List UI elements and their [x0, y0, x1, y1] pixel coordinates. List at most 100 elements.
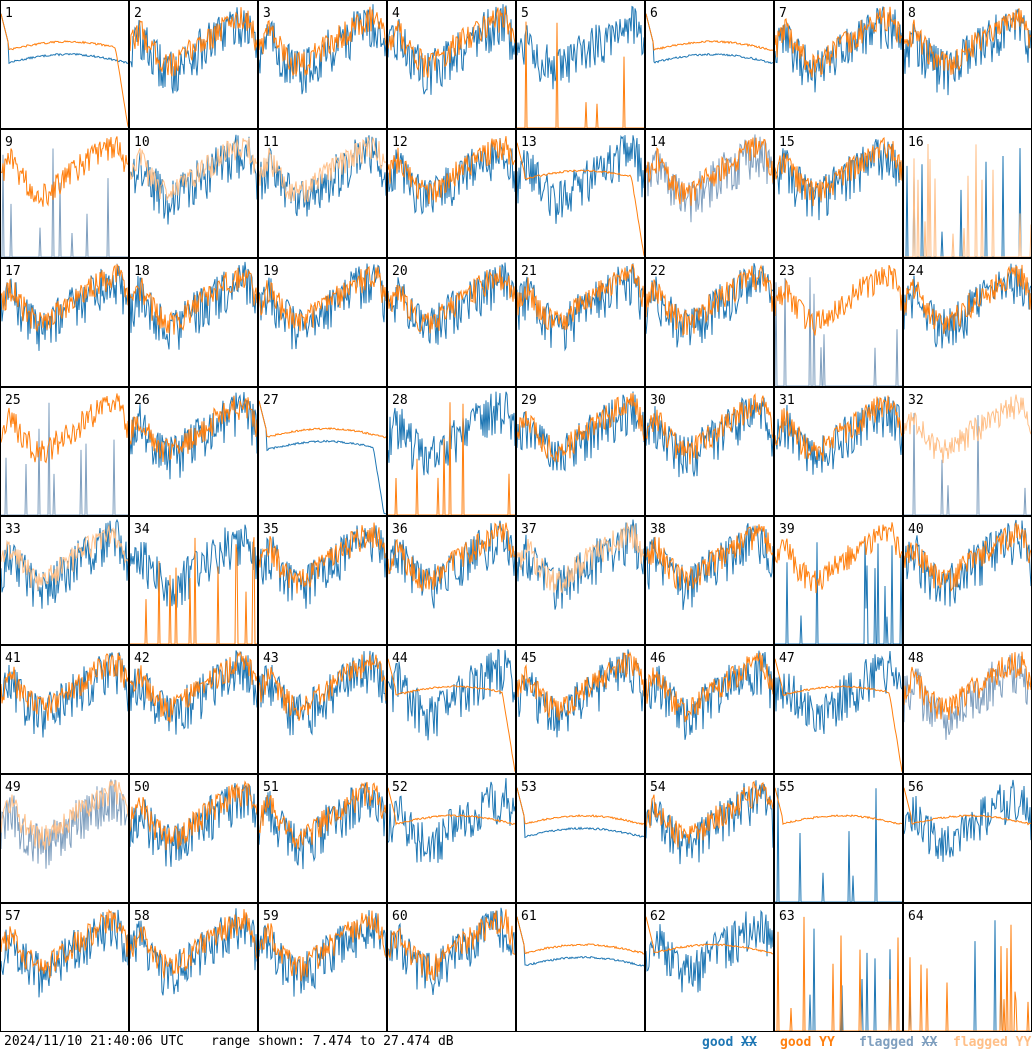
- tile-border: [645, 516, 774, 645]
- series-xx-15: [774, 139, 903, 221]
- tile-9: 9: [0, 129, 129, 258]
- tile-label: 41: [5, 651, 21, 666]
- tile-border: [258, 387, 387, 516]
- tile-border: [258, 774, 387, 903]
- series-xx-5: [516, 5, 645, 90]
- tile-border: [645, 903, 774, 1032]
- tile-border: [516, 0, 645, 129]
- series-xx-61: [516, 916, 645, 967]
- series-yy-52: [387, 787, 516, 826]
- series-xx-10: [129, 134, 258, 225]
- tile-label: 45: [521, 651, 537, 666]
- tile-label: 58: [134, 909, 150, 924]
- tile-label: 4: [392, 6, 400, 21]
- tile-label: 31: [779, 393, 795, 408]
- tile-label: 20: [392, 264, 408, 279]
- series-xx-7: [774, 6, 903, 93]
- series-xx-2: [129, 7, 258, 94]
- tile-10: 10: [129, 129, 258, 258]
- tile-label: 2: [134, 6, 142, 21]
- series-xx-45: [516, 649, 645, 738]
- tile-label: 46: [650, 651, 666, 666]
- tile-border: [258, 0, 387, 129]
- tile-border: [258, 903, 387, 1032]
- tile-33: 33: [0, 516, 129, 645]
- tile-38: 38: [645, 516, 774, 645]
- tile-40: 40: [903, 516, 1032, 645]
- series-yy-25: [0, 393, 129, 464]
- series-xx-3: [258, 4, 387, 95]
- tile-border: [387, 645, 516, 774]
- series-xx-28: [387, 391, 516, 476]
- series-yy-2: [129, 7, 258, 77]
- tile-label: 25: [5, 393, 21, 408]
- tile-border: [129, 516, 258, 645]
- tile-border: [0, 516, 129, 645]
- tile-border: [387, 387, 516, 516]
- tile-57: 57: [0, 903, 129, 1032]
- tile-border: [774, 645, 903, 774]
- tile-label: 8: [908, 6, 916, 21]
- series-xx-63: [775, 928, 902, 1032]
- series-yy-54: [645, 780, 774, 848]
- tile-54: 54: [645, 774, 774, 903]
- legend-good-yy: good YY: [780, 1035, 835, 1050]
- tile-49: 49: [0, 774, 129, 903]
- tile-border: [774, 129, 903, 258]
- series-yy-63: [775, 916, 902, 1032]
- tile-label: 64: [908, 909, 924, 924]
- tile-border: [129, 129, 258, 258]
- tile-11: 11: [258, 129, 387, 258]
- tile-border: [903, 645, 1032, 774]
- tile-label: 22: [650, 264, 666, 279]
- series-xx-14: [645, 134, 774, 223]
- tile-border: [258, 129, 387, 258]
- tile-border: [387, 903, 516, 1032]
- series-yy-36: [387, 522, 516, 592]
- series-yy-20: [387, 266, 516, 334]
- tile-label: 9: [5, 135, 13, 150]
- series-xx-20: [387, 262, 516, 345]
- tile-56: 56: [903, 774, 1032, 903]
- tile-label: 6: [650, 6, 658, 21]
- series-xx-59: [258, 910, 387, 997]
- tile-29: 29: [516, 387, 645, 516]
- tile-border: [516, 516, 645, 645]
- tile-border: [516, 903, 645, 1032]
- tile-border: [903, 129, 1032, 258]
- tile-border: [903, 903, 1032, 1032]
- tile-label: 30: [650, 393, 666, 408]
- tile-label: 63: [779, 909, 795, 924]
- tile-label: 19: [263, 264, 279, 279]
- series-yy-28: [388, 402, 515, 516]
- tile-label: 38: [650, 522, 666, 537]
- series-yy-50: [129, 780, 258, 851]
- tile-52: 52: [387, 774, 516, 903]
- tile-17: 17: [0, 258, 129, 387]
- series-yy-10: [129, 137, 258, 202]
- series-yy-8: [903, 8, 1032, 75]
- series-xx-47: [774, 650, 903, 735]
- tile-border: [387, 774, 516, 903]
- tile-border: [774, 0, 903, 129]
- series-yy-45: [516, 651, 645, 721]
- tile-60: 60: [387, 903, 516, 1032]
- tile-label: 53: [521, 780, 537, 795]
- series-yy-62: [645, 916, 773, 955]
- series-yy-7: [774, 6, 903, 78]
- footer: 2024/11/10 21:40:06 UTC range shown: 7.4…: [0, 1032, 1033, 1053]
- series-yy-57: [0, 908, 129, 979]
- tile-border: [0, 645, 129, 774]
- series-yy-5: [517, 21, 644, 129]
- series-yy-4: [387, 6, 516, 78]
- series-xx-44: [387, 648, 516, 741]
- tile-label: 14: [650, 135, 666, 150]
- series-xx-23: [774, 277, 902, 387]
- tile-border: [903, 387, 1032, 516]
- tile-62: 62: [645, 903, 774, 1032]
- series-xx-53: [516, 787, 645, 839]
- tile-label: 32: [908, 393, 924, 408]
- tile-border: [516, 129, 645, 258]
- series-yy-43: [258, 654, 387, 721]
- tile-label: 10: [134, 135, 150, 150]
